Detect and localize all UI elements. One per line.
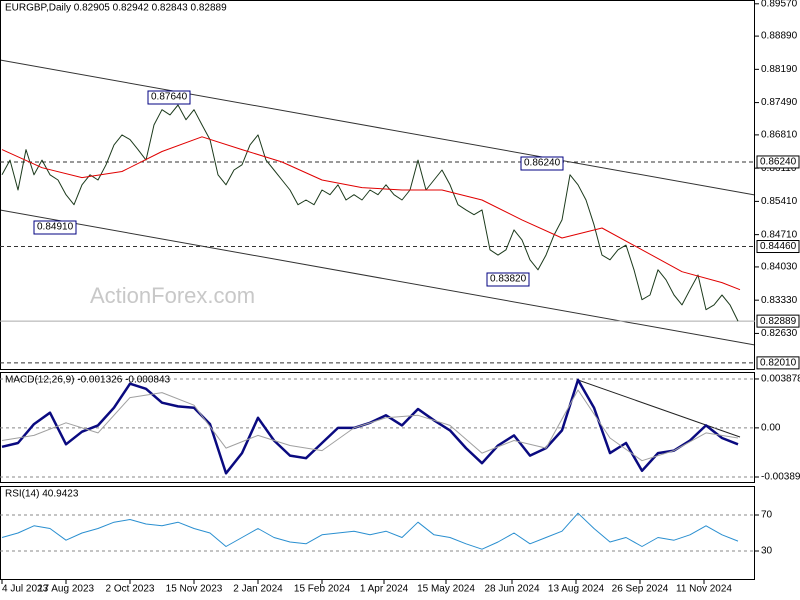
level-label: 0.84460: [760, 241, 797, 252]
channel-lower: [0, 209, 756, 346]
x-tick-label: 15 Nov 2023: [166, 584, 223, 595]
watermark: ActionForex.com: [90, 283, 255, 308]
panel-title: EURGBP,Daily 0.82905 0.82942 0.82843 0.8…: [5, 3, 227, 14]
macd-trendline: [577, 379, 741, 438]
annotation-box: [520, 156, 564, 171]
level-label: 0.82010: [760, 358, 797, 369]
y-tick-label: 0.84030: [761, 262, 798, 273]
y-tick-label: 30: [761, 546, 773, 557]
panel-title: RSI(14) 40.9423: [5, 489, 79, 500]
y-tick-label: 0.87490: [761, 97, 798, 108]
y-tick-label: 0.85410: [761, 196, 798, 207]
x-tick-label: 15 Feb 2024: [294, 584, 351, 595]
annotation: 0.86240: [524, 158, 561, 169]
y-tick-label: 0.89570: [761, 0, 798, 9]
y-tick-label: 0.88890: [761, 31, 798, 42]
x-tick-label: 2 Oct 2023: [106, 584, 155, 595]
y-tick-label: 0.88190: [761, 64, 798, 75]
y-tick-label: 0.84710: [761, 229, 798, 240]
level-box: [756, 240, 800, 254]
level-box: [756, 356, 800, 370]
y-tick-label: -0.003894: [761, 472, 800, 483]
x-tick-label: 17 Aug 2023: [38, 584, 95, 595]
series-line: [1, 389, 739, 462]
x-tick-label: 13 Aug 2024: [548, 584, 605, 595]
series-line: [1, 136, 741, 291]
panel-title: MACD(12,26,9) -0.001326 -0.000843: [5, 375, 171, 386]
y-tick-label: 70: [761, 510, 773, 521]
x-tick-label: 15 May 2024: [417, 584, 475, 595]
annotation-box: [147, 90, 191, 105]
x-tick-label: 11 Nov 2024: [676, 584, 732, 595]
y-tick-label: 0.003878: [761, 374, 800, 385]
annotation: 0.83820: [490, 274, 527, 285]
level-box: [756, 314, 800, 328]
series-line: [1, 104, 739, 322]
level-label: 0.86240: [760, 157, 797, 168]
annotation-box: [33, 220, 77, 235]
annotation: 0.84910: [37, 222, 74, 233]
x-tick-label: 1 Apr 2024: [360, 584, 409, 595]
level-label: 0.82889: [760, 316, 797, 327]
x-tick-label: 4 Jul 2023: [2, 584, 49, 595]
panel-frame: [0, 0, 755, 370]
y-tick-label: 0.86810: [761, 130, 798, 141]
annotation-box: [486, 272, 530, 287]
y-tick-label: 0.00: [761, 423, 781, 434]
x-tick-label: 28 Jun 2024: [484, 584, 539, 595]
y-tick-label: 0.82630: [761, 328, 798, 339]
series-line: [1, 512, 739, 550]
panel-frame: [0, 486, 755, 580]
level-box: [756, 155, 800, 169]
channel-upper: [0, 59, 756, 196]
annotation: 0.87640: [151, 92, 188, 103]
x-tick-label: 2 Jan 2024: [233, 584, 283, 595]
y-tick-label: 0.83330: [761, 295, 798, 306]
x-tick-label: 26 Sep 2024: [612, 584, 669, 595]
